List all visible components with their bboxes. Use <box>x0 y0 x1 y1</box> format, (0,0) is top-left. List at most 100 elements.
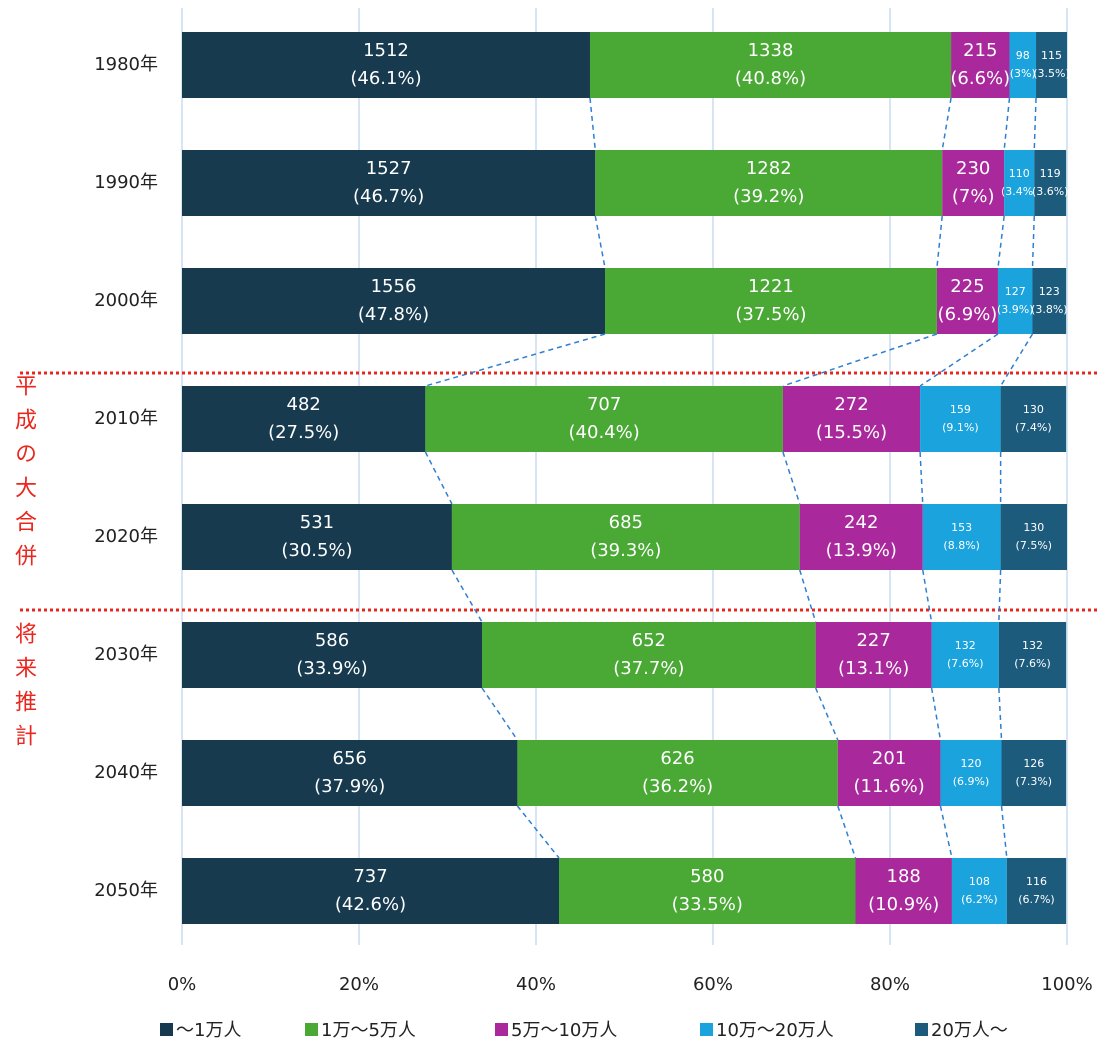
legend-swatch <box>495 1023 508 1036</box>
connector <box>516 805 560 859</box>
data-label: 159 <box>950 403 971 416</box>
bar <box>920 386 1001 452</box>
connector <box>424 451 453 505</box>
connector <box>799 569 817 623</box>
data-label: (37.7%) <box>613 658 684 679</box>
bar <box>922 504 1001 570</box>
data-label: (3.5%) <box>1033 67 1070 80</box>
bar <box>1004 150 1035 216</box>
x-tick-label: 40% <box>516 974 556 995</box>
data-label: 188 <box>887 866 921 887</box>
annotation: 将来推計 <box>11 622 36 758</box>
data-label: 119 <box>1040 167 1061 180</box>
bar <box>997 268 1033 334</box>
bar <box>1000 386 1067 452</box>
data-label: 652 <box>632 630 666 651</box>
bar <box>837 740 941 806</box>
bar <box>936 268 998 334</box>
bar <box>998 622 1067 688</box>
bar <box>182 622 483 688</box>
bar <box>182 32 590 98</box>
data-label: (39.2%) <box>733 186 804 207</box>
data-label: 580 <box>690 866 724 887</box>
data-label: 98 <box>1016 49 1030 62</box>
data-label: (13.1%) <box>838 658 909 679</box>
legend-label: 5万〜10万人 <box>511 1020 617 1041</box>
connector <box>1003 97 1011 151</box>
connector <box>939 805 953 859</box>
data-label: (6.6%) <box>950 68 1010 89</box>
legend-swatch <box>700 1023 713 1036</box>
data-label: 130 <box>1023 521 1044 534</box>
bar <box>782 386 921 452</box>
data-label: 482 <box>287 394 321 415</box>
connector <box>919 333 999 387</box>
legend-swatch <box>915 1023 928 1036</box>
data-label: 586 <box>315 630 349 651</box>
data-label: (6.2%) <box>961 893 998 906</box>
x-tick-label: 60% <box>693 974 733 995</box>
data-label: (30.5%) <box>281 540 352 561</box>
connector <box>594 215 606 269</box>
bar <box>482 622 816 688</box>
data-label: 110 <box>1009 167 1030 180</box>
bar <box>951 32 1010 98</box>
connector <box>922 569 933 623</box>
y-tick-label: 2000年 <box>94 290 158 311</box>
data-label: (33.9%) <box>296 658 367 679</box>
connector <box>782 333 938 387</box>
x-tick-label: 80% <box>870 974 910 995</box>
connector <box>1033 97 1037 151</box>
legend-label: 〜1万人 <box>176 1020 241 1041</box>
data-label: 126 <box>1023 757 1044 770</box>
bar <box>931 622 999 688</box>
data-label: 531 <box>300 512 334 533</box>
bar <box>1034 150 1067 216</box>
bar <box>182 504 452 570</box>
data-label: 272 <box>834 394 868 415</box>
connector <box>837 805 857 859</box>
data-label: 130 <box>1023 403 1044 416</box>
data-label: (3.4%) <box>1001 185 1038 198</box>
connector <box>814 687 839 741</box>
data-label: (7.6%) <box>1014 657 1051 670</box>
data-label: (3.9%) <box>997 303 1034 316</box>
bar <box>951 858 1007 924</box>
bar <box>1001 740 1067 806</box>
bar <box>595 150 943 216</box>
data-label: (37.9%) <box>314 776 385 797</box>
bar <box>605 268 937 334</box>
data-label: 225 <box>950 276 984 297</box>
connector <box>998 687 1003 741</box>
data-label: (33.5%) <box>672 894 743 915</box>
data-label: 1338 <box>748 40 794 61</box>
data-label: 656 <box>333 748 367 769</box>
legend-label: 1万〜5万人 <box>321 1020 416 1041</box>
data-label: (36.2%) <box>642 776 713 797</box>
bar <box>182 150 596 216</box>
data-label: 1282 <box>746 158 792 179</box>
x-tick-label: 20% <box>339 974 379 995</box>
bar <box>589 32 952 98</box>
data-label: (3%) <box>1010 67 1036 80</box>
data-label: (7.6%) <box>947 657 984 670</box>
data-label: (7.4%) <box>1015 421 1052 434</box>
data-label: 685 <box>609 512 643 533</box>
data-label: 242 <box>844 512 878 533</box>
bar <box>815 622 932 688</box>
y-tick-label: 2030年 <box>94 644 158 665</box>
data-label: (9.1%) <box>942 421 979 434</box>
y-tick-label: 1990年 <box>94 172 158 193</box>
connector <box>998 569 1002 623</box>
data-label: 230 <box>956 158 990 179</box>
x-tick-label: 100% <box>1041 974 1092 995</box>
data-label: 132 <box>1022 639 1043 652</box>
data-label: (42.6%) <box>335 894 406 915</box>
data-label: 626 <box>660 748 694 769</box>
data-label: 1221 <box>748 276 794 297</box>
connector <box>1000 805 1008 859</box>
connector <box>930 687 942 741</box>
y-tick-label: 2040年 <box>94 762 158 783</box>
annotation: 平成の大合併 <box>11 374 36 578</box>
